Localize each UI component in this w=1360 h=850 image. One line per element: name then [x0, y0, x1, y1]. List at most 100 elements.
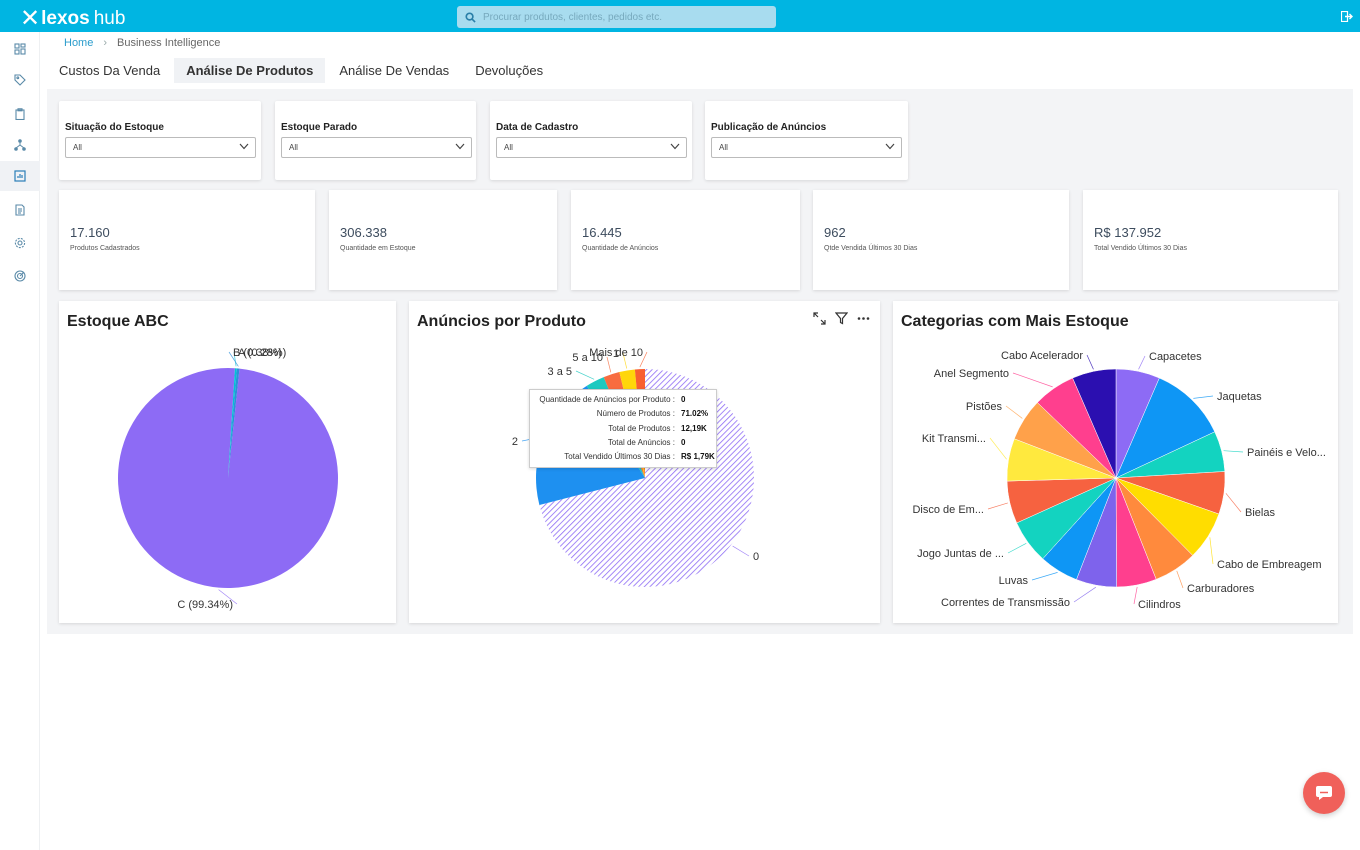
filter-label: Data de Cadastro	[496, 122, 579, 133]
kpi-value: 17.160	[70, 225, 110, 240]
filter-select[interactable]: All	[496, 137, 687, 158]
pie-slice-label: 3 a 5	[548, 366, 572, 378]
chart-toolbar	[804, 312, 870, 325]
chart-tooltip: Quantidade de Anúncios por Produto : 0 Nú…	[529, 389, 717, 468]
expand-icon[interactable]	[813, 312, 826, 325]
tooltip-row: Quantidade de Anúncios por Produto : 0	[530, 395, 718, 407]
pie-leader-line	[1209, 537, 1214, 565]
pie-slice[interactable]	[1115, 377, 1216, 479]
pie-slice-label: Anel Segmento	[934, 368, 1009, 380]
pie-slice[interactable]	[1072, 368, 1117, 479]
kpi-caption: Qtde Vendida Últimos 30 Dias	[824, 245, 918, 252]
pie-leader-line	[987, 502, 1008, 510]
top-bar: ✕ lexos hub	[0, 0, 1360, 32]
tab-analise-de-produtos[interactable]: Análise De Produtos	[174, 58, 326, 83]
pie-leader-line	[606, 356, 612, 373]
chart-title: Estoque ABC	[67, 313, 169, 330]
pie-chart-categorias: Capacetes Jaquetas Painéis e Velo... Bielas…	[912, 350, 1325, 611]
pie-slice-label: B (0.38%)	[233, 347, 282, 359]
tooltip-value: R$ 1,79K	[681, 452, 715, 461]
chart-title: Categorias com Mais Estoque	[901, 313, 1129, 330]
logout-icon[interactable]	[1340, 9, 1353, 27]
filter-value: All	[504, 143, 513, 152]
radar-icon[interactable]	[0, 261, 40, 291]
pie-leader-line	[1133, 586, 1138, 605]
pie-leader-line	[1223, 450, 1244, 453]
tooltip-row: Número de Produtos : 71.02%	[530, 409, 718, 421]
pie-leader-line	[218, 589, 238, 605]
tag-icon[interactable]	[0, 65, 40, 95]
document-icon[interactable]	[0, 195, 40, 225]
pie-slice-label: Disco de Em...	[912, 504, 984, 516]
more-options-icon[interactable]	[857, 312, 870, 325]
tooltip-value: 0	[681, 438, 686, 447]
filter-label: Situação do Estoque	[65, 122, 164, 133]
pie-leader-line	[575, 370, 595, 380]
pie-slice-label: Cabo Acelerador	[1001, 350, 1083, 362]
pie-leader-line	[622, 352, 628, 369]
settings-icon[interactable]	[0, 228, 40, 258]
pie-leader-line	[1012, 372, 1053, 388]
chevron-down-icon	[885, 143, 895, 150]
logo-suffix: hub	[93, 7, 126, 29]
pie-leader-line	[1073, 586, 1097, 603]
kpi-card: 17.160 Produtos Cadastrados	[59, 190, 315, 290]
search-bar[interactable]	[457, 6, 776, 28]
logo[interactable]: ✕ lexos hub	[20, 4, 125, 33]
pie-slice-label: Carburadores	[1187, 583, 1255, 595]
chart-icon[interactable]	[0, 161, 40, 191]
chevron-down-icon	[239, 143, 249, 150]
breadcrumb-home[interactable]: Home	[64, 37, 94, 49]
tooltip-value: 12,19K	[681, 424, 707, 433]
pie-slice[interactable]	[117, 368, 338, 588]
search-input[interactable]	[483, 11, 753, 23]
chevron-down-icon	[670, 143, 680, 150]
chart-title: Anúncios por Produto	[417, 313, 586, 330]
chat-button[interactable]	[1303, 772, 1345, 814]
tab-custos-da-venda[interactable]: Custos Da Venda	[59, 63, 161, 78]
pie-slice-label: Luvas	[999, 575, 1029, 587]
kpi-caption: Produtos Cadastrados	[70, 245, 140, 252]
kpi-value: 16.445	[582, 225, 622, 240]
pie-slice-label: Cilindros	[1138, 599, 1181, 611]
filter-select[interactable]: All	[65, 137, 256, 158]
kpi-card: 16.445 Quantidade de Anúncios	[571, 190, 800, 290]
chart-card-estoque-abc: C (99.34%) A (0.28%) B (0.38%) Estoque ABC	[59, 301, 396, 623]
pie-slice[interactable]	[228, 368, 240, 478]
logo-text: lexos	[41, 7, 90, 29]
filter-icon[interactable]	[835, 312, 848, 325]
pie-slice-label: C (99.34%)	[177, 599, 233, 611]
chat-icon	[1316, 786, 1332, 800]
pie-leader-line	[233, 351, 237, 367]
filter-value: All	[719, 143, 728, 152]
filter-situacao-estoque: Situação do Estoque All	[59, 101, 261, 180]
pie-slice-label: Capacetes	[1149, 351, 1202, 363]
pie-leader-line	[1007, 543, 1027, 554]
filter-data-cadastro: Data de Cadastro All	[490, 101, 692, 180]
pie-leader-line	[1031, 572, 1058, 581]
pie-leader-line	[639, 351, 648, 368]
clipboard-icon[interactable]	[0, 99, 40, 129]
kpi-card: 306.338 Quantidade em Estoque	[329, 190, 557, 290]
tab-analise-de-vendas[interactable]: Análise De Vendas	[339, 63, 450, 78]
pie-slice[interactable]	[228, 368, 237, 478]
pie-leader-line	[1193, 395, 1214, 399]
filter-select[interactable]: All	[711, 137, 902, 158]
tooltip-key: Total de Produtos :	[608, 424, 675, 433]
tooltip-row: Total Vendido Últimos 30 Dias : R$ 1,79K	[530, 452, 718, 464]
network-icon[interactable]	[0, 130, 40, 160]
kpi-value: R$ 137.952	[1094, 225, 1162, 240]
pie-slice-label: 5 a 10	[572, 352, 603, 364]
pie-leader-line	[228, 351, 239, 367]
breadcrumb-current: Business Intelligence	[117, 37, 221, 49]
tab-devolucoes[interactable]: Devoluções	[475, 63, 544, 78]
kpi-value: 962	[824, 225, 846, 240]
dashboard-icon[interactable]	[0, 34, 40, 64]
chart-card-categorias: Capacetes Jaquetas Painéis e Velo... Bielas…	[893, 301, 1338, 623]
filter-select[interactable]: All	[281, 137, 472, 158]
pie-slice-label: Kit Transmi...	[922, 433, 986, 445]
tooltip-key: Número de Produtos :	[596, 409, 675, 418]
pie-slice-label: Pistões	[966, 401, 1003, 413]
kpi-card: R$ 137.952 Total Vendido Últimos 30 Dias	[1083, 190, 1338, 290]
